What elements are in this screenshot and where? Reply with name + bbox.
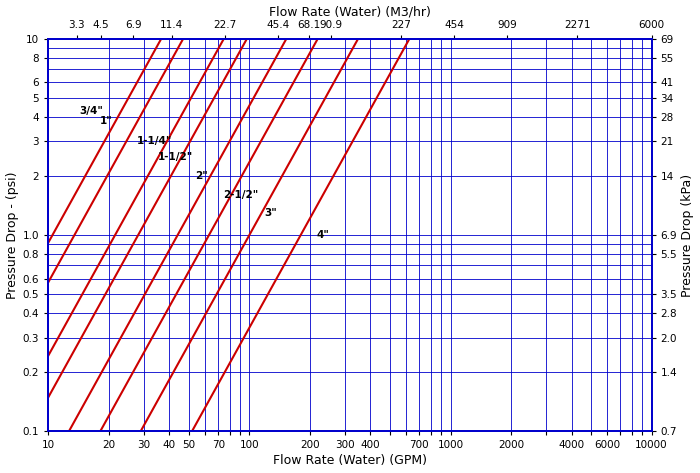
Text: 3": 3"	[264, 208, 276, 218]
Text: 3/4": 3/4"	[79, 105, 103, 116]
Text: 1": 1"	[99, 116, 112, 126]
Text: 2-1/2": 2-1/2"	[223, 190, 258, 200]
Text: 4": 4"	[316, 230, 329, 240]
Text: 1-1/4": 1-1/4"	[136, 136, 172, 146]
Text: 2": 2"	[195, 171, 209, 181]
Text: 1-1/2": 1-1/2"	[158, 152, 193, 162]
X-axis label: Flow Rate (Water) (GPM): Flow Rate (Water) (GPM)	[273, 455, 427, 467]
Y-axis label: Pressure Drop (kPa): Pressure Drop (kPa)	[681, 174, 694, 297]
X-axis label: Flow Rate (Water) (M3/hr): Flow Rate (Water) (M3/hr)	[269, 6, 431, 18]
Y-axis label: Pressure Drop - (psi): Pressure Drop - (psi)	[6, 171, 19, 299]
